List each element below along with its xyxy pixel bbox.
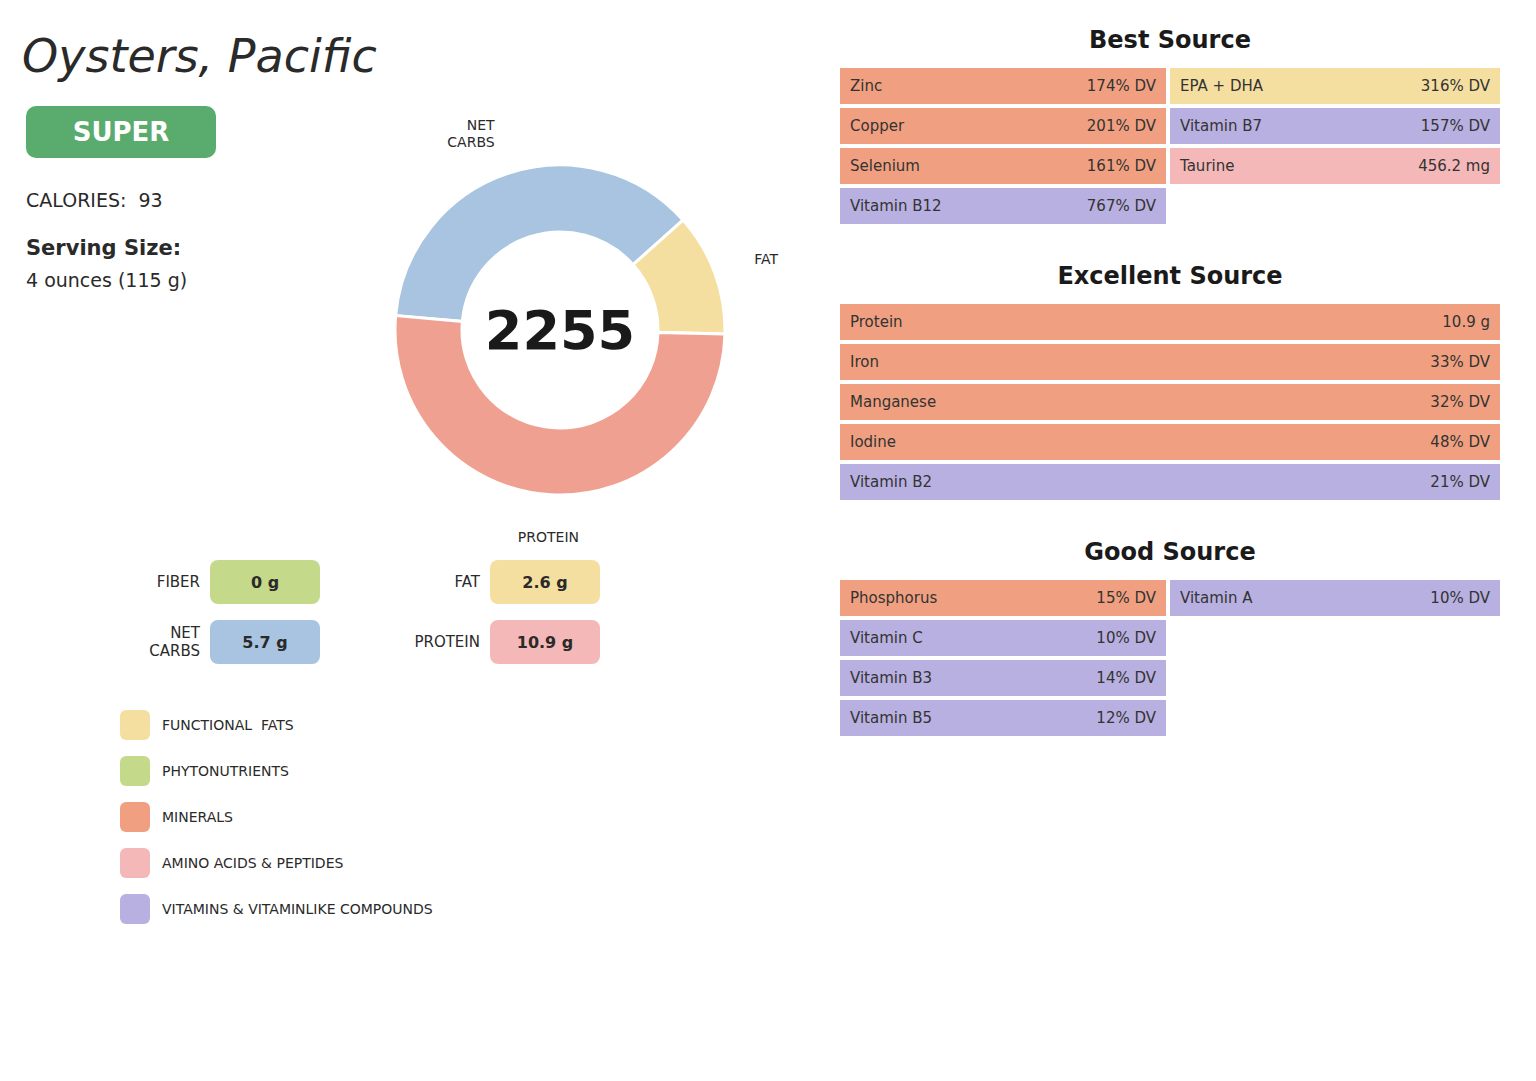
nutrient-value: 10% DV xyxy=(1430,589,1490,607)
nutrient-name: Vitamin B5 xyxy=(850,709,932,727)
source-table: Best Source Zinc 174% DV EPA + DHA 316% DV Co… xyxy=(840,26,1500,224)
nutrient-value: 33% DV xyxy=(1430,353,1490,371)
slice-label: FAT xyxy=(754,251,778,267)
table-cell xyxy=(840,68,1166,104)
macro-label: PROTEIN xyxy=(414,633,480,651)
table-title: Best Source xyxy=(1089,26,1251,54)
macro-box xyxy=(210,620,320,664)
table-cell xyxy=(840,620,1166,656)
nutrient-value: 456.2 mg xyxy=(1418,157,1490,175)
nutrient-name: EPA + DHA xyxy=(1180,77,1264,95)
legend-label: PHYTONUTRIENTS xyxy=(162,763,289,779)
nutrient-value: 10% DV xyxy=(1096,629,1156,647)
table-cell xyxy=(1170,68,1500,104)
badge: SUPER xyxy=(26,106,216,158)
macro-box xyxy=(210,560,320,604)
table-cell xyxy=(840,384,1500,420)
slice-label: PROTEIN xyxy=(518,529,579,545)
table-cell xyxy=(1170,108,1500,144)
legend-swatch xyxy=(120,848,150,878)
nutrient-value: 767% DV xyxy=(1087,197,1157,215)
legend-swatch xyxy=(120,756,150,786)
nutrient-name: Taurine xyxy=(1179,157,1234,175)
macro-label: FIBER xyxy=(157,573,200,591)
legend-swatch xyxy=(120,802,150,832)
badge-box xyxy=(26,106,216,158)
nutrient-name: Vitamin B7 xyxy=(1180,117,1262,135)
source-table: Good Source Phosphorus 15% DV Vitamin A 10% … xyxy=(840,538,1500,736)
nutrient-value: 174% DV xyxy=(1087,77,1157,95)
annotation: CALORIES: 93 xyxy=(26,189,163,211)
macro-value: 0 g xyxy=(251,573,279,592)
donut-labels: NETCARBS FAT PROTEIN xyxy=(447,117,778,544)
nutrient-value: 161% DV xyxy=(1087,157,1157,175)
nutrient-value: 10.9 g xyxy=(1442,313,1490,331)
legend: FUNCTIONAL FATS PHYTONUTRIENTS MINERALS AMI… xyxy=(120,710,433,924)
macro-value: 5.7 g xyxy=(242,633,287,652)
table-cell xyxy=(1170,148,1500,184)
table-title: Good Source xyxy=(1084,538,1255,566)
macros: FIBER 0 g FAT 2.6 g NETCARBS 5.7 g PROTEIN 10.9… xyxy=(149,560,600,664)
nutrient-name: Copper xyxy=(850,117,905,135)
donut xyxy=(395,165,725,495)
title: Oysters, Pacific xyxy=(22,29,377,83)
legend-label: FUNCTIONAL FATS xyxy=(162,717,294,733)
table-cell xyxy=(1170,580,1500,616)
nutrient-name: Vitamin B12 xyxy=(850,197,942,215)
table-cell xyxy=(840,344,1500,380)
macro-label: FAT xyxy=(454,573,480,591)
nutrient-value: 21% DV xyxy=(1430,473,1490,491)
nutrient-name: Vitamin B3 xyxy=(850,669,932,687)
table-cell xyxy=(840,304,1500,340)
nutrient-value: 15% DV xyxy=(1096,589,1156,607)
macro-label: NETCARBS xyxy=(149,624,201,660)
macro-box xyxy=(490,560,600,604)
table-cell xyxy=(840,148,1166,184)
nutrient-value: 14% DV xyxy=(1096,669,1156,687)
legend-label: AMINO ACIDS & PEPTIDES xyxy=(162,855,343,871)
table-cell xyxy=(840,660,1166,696)
nutrient-value: 12% DV xyxy=(1096,709,1156,727)
nutrient-value: 201% DV xyxy=(1087,117,1157,135)
table-cell xyxy=(840,580,1166,616)
slice-label: NETCARBS xyxy=(447,117,495,150)
nutrient-value: 157% DV xyxy=(1421,117,1491,135)
legend-swatch xyxy=(120,894,150,924)
table-cell xyxy=(840,188,1166,224)
badge-label: SUPER xyxy=(73,117,170,147)
nutrient-value: 316% DV xyxy=(1421,77,1491,95)
table-cell xyxy=(840,424,1500,460)
nutrient-name: Vitamin A xyxy=(1180,589,1253,607)
nutrient-name: Zinc xyxy=(850,77,882,95)
donut-center-label: 2255 xyxy=(485,299,635,362)
nutrient-name: Iron xyxy=(850,353,879,371)
infographic: Oysters, Pacific SUPER CALORIES: 93 Serving… xyxy=(0,0,1536,1081)
source-table: Excellent Source Protein 10.9 g Iron 33% DV M… xyxy=(840,262,1500,500)
legend-label: MINERALS xyxy=(162,809,233,825)
table-title: Excellent Source xyxy=(1057,262,1282,290)
nutrient-name: Protein xyxy=(850,313,903,331)
donut-slice xyxy=(633,220,725,334)
nutrient-value: 32% DV xyxy=(1430,393,1490,411)
table-cell xyxy=(840,464,1500,500)
legend-label: VITAMINS & VITAMINLIKE COMPOUNDS xyxy=(162,901,433,917)
nutrient-value: 48% DV xyxy=(1430,433,1490,451)
nutrient-name: Selenium xyxy=(850,157,920,175)
annotation: 4 ounces (115 g) xyxy=(26,269,187,291)
macro-box xyxy=(490,620,600,664)
nutrient-name: Phosphorus xyxy=(850,589,937,607)
annotation: Serving Size: xyxy=(26,236,181,260)
macro-value: 2.6 g xyxy=(522,573,567,592)
table-cell xyxy=(840,108,1166,144)
legend-swatch xyxy=(120,710,150,740)
nutrient-name: Vitamin C xyxy=(850,629,923,647)
nutrient-name: Iodine xyxy=(850,433,896,451)
nutrient-name: Vitamin B2 xyxy=(850,473,932,491)
macro-value: 10.9 g xyxy=(517,633,574,652)
table-cell xyxy=(840,700,1166,736)
nutrient-name: Manganese xyxy=(850,393,936,411)
